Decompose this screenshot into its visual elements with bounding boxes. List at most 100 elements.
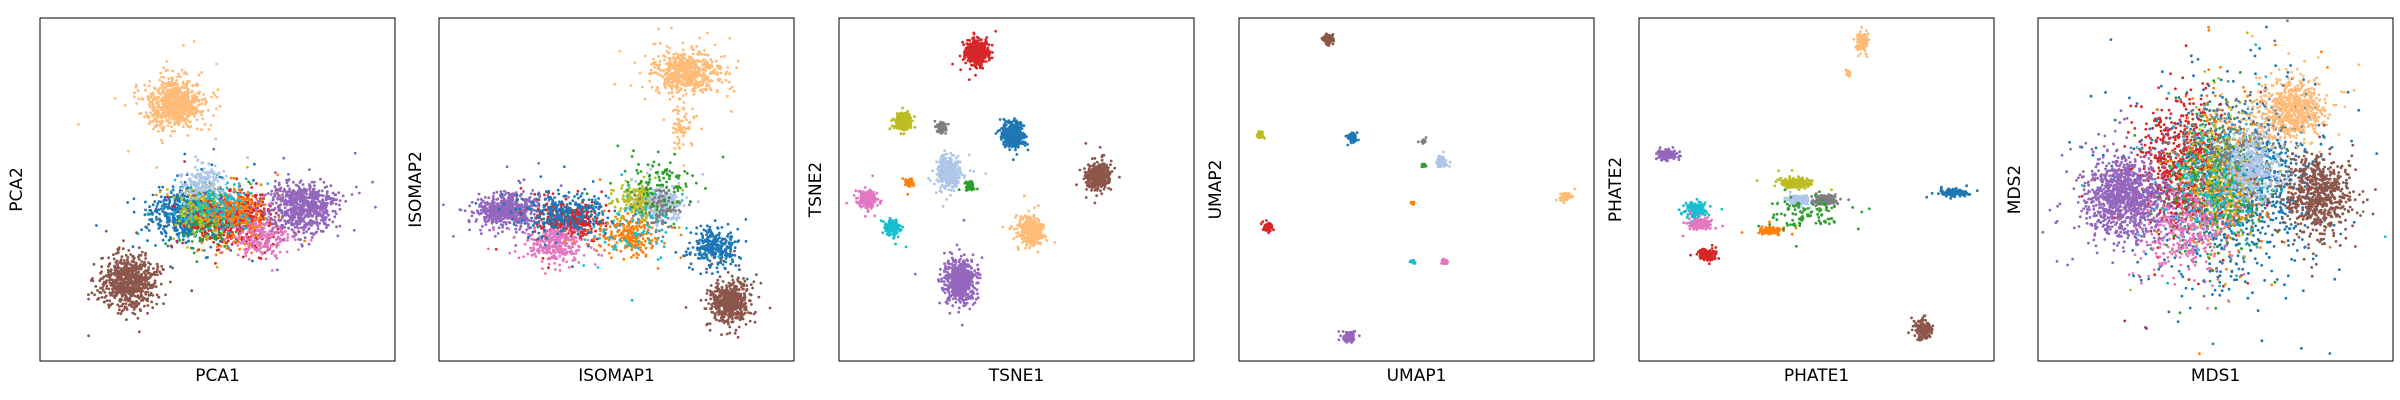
data-point — [714, 59, 718, 63]
data-point — [198, 208, 201, 212]
data-point — [243, 204, 247, 208]
data-point — [341, 194, 345, 198]
data-point — [180, 116, 184, 120]
data-point — [250, 251, 254, 255]
data-point — [728, 36, 732, 40]
data-point — [236, 244, 240, 247]
data-point — [279, 189, 282, 193]
data-point — [159, 195, 163, 199]
data-point — [165, 60, 168, 63]
data-point — [681, 94, 685, 97]
data-point — [196, 99, 200, 102]
data-point — [307, 242, 311, 246]
data-point — [157, 227, 161, 230]
data-point — [162, 76, 166, 79]
data-point — [173, 178, 177, 182]
data-point — [282, 156, 286, 160]
data-point — [310, 180, 314, 184]
data-point — [209, 123, 213, 127]
data-point — [302, 220, 306, 224]
data-point — [296, 191, 299, 195]
data-point — [275, 268, 279, 272]
data-point — [186, 186, 190, 190]
data-point — [181, 80, 185, 84]
data-point — [286, 233, 290, 236]
data-point — [196, 212, 199, 216]
data-point — [197, 174, 201, 178]
data-point — [177, 87, 181, 91]
data-point — [220, 228, 224, 231]
data-point — [686, 73, 690, 77]
data-point — [177, 236, 181, 240]
data-point — [216, 88, 220, 92]
data-point — [669, 26, 673, 30]
data-point — [201, 117, 205, 121]
data-point — [134, 286, 138, 290]
data-point — [216, 180, 220, 183]
data-point — [705, 77, 709, 81]
data-point — [155, 205, 159, 208]
data-point — [226, 213, 230, 217]
data-point — [191, 216, 195, 220]
data-point — [280, 223, 284, 227]
data-point — [668, 97, 672, 101]
data-point — [693, 83, 697, 86]
data-point — [202, 214, 206, 218]
data-point — [312, 207, 316, 211]
data-point — [723, 54, 726, 58]
data-point — [103, 300, 106, 304]
data-point — [225, 186, 229, 190]
data-point — [295, 212, 299, 216]
data-point — [706, 53, 710, 57]
data-point — [230, 243, 234, 246]
data-point — [212, 182, 216, 186]
data-point — [207, 179, 210, 183]
data-point — [181, 100, 185, 104]
data-point — [357, 191, 361, 195]
data-point — [690, 60, 694, 64]
data-point — [112, 253, 115, 257]
data-point — [196, 225, 200, 229]
data-point — [658, 63, 662, 67]
data-point — [694, 78, 697, 82]
data-point — [251, 194, 255, 198]
data-point — [648, 79, 652, 83]
data-point — [672, 52, 676, 56]
data-point — [120, 255, 124, 259]
data-point — [298, 211, 301, 215]
data-point — [190, 97, 194, 101]
data-point — [261, 203, 264, 207]
data-point — [300, 190, 304, 193]
data-point — [652, 57, 655, 61]
data-point — [273, 222, 277, 226]
data-point — [705, 84, 708, 88]
data-point — [180, 105, 184, 108]
data-point — [190, 289, 194, 293]
data-point — [255, 182, 258, 185]
data-point — [185, 84, 189, 88]
data-point — [253, 238, 257, 242]
data-point — [259, 250, 263, 254]
data-point — [236, 225, 240, 229]
data-point — [289, 203, 292, 207]
pca-points — [77, 40, 377, 338]
data-point — [116, 311, 120, 315]
data-point — [199, 177, 203, 181]
data-point — [254, 207, 258, 211]
data-point — [164, 202, 168, 206]
data-point — [226, 198, 230, 202]
data-point — [180, 211, 184, 215]
data-point — [154, 105, 158, 109]
data-point — [197, 220, 201, 224]
data-point — [232, 187, 236, 191]
data-point — [681, 66, 685, 70]
data-point — [700, 68, 704, 71]
data-point — [154, 215, 158, 219]
data-point — [167, 213, 171, 217]
data-point — [716, 89, 719, 92]
data-point — [688, 64, 691, 68]
data-point — [134, 83, 138, 87]
data-point — [667, 51, 671, 55]
data-point — [196, 159, 199, 163]
data-point — [237, 240, 240, 244]
